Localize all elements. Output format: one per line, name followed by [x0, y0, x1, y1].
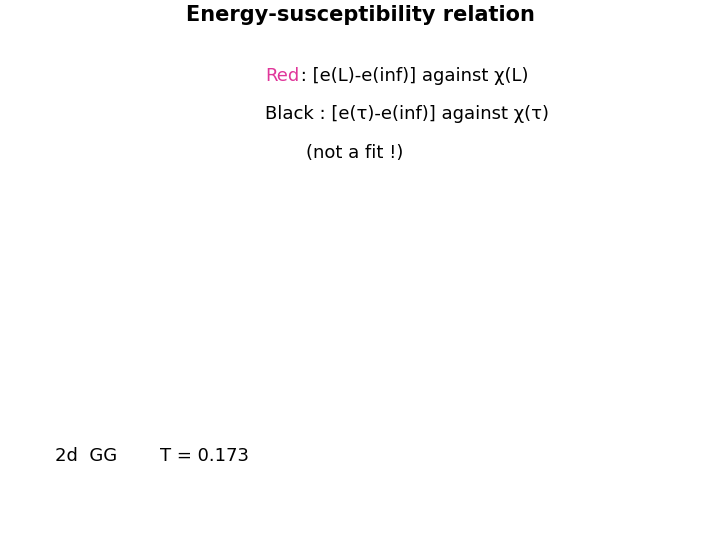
Text: 2d  GG: 2d GG: [55, 447, 117, 465]
Text: (not a fit !): (not a fit !): [306, 144, 404, 162]
Text: Red: Red: [265, 67, 300, 85]
Text: Black : [e(τ)-e(inf)] against χ(τ): Black : [e(τ)-e(inf)] against χ(τ): [265, 105, 549, 123]
Text: : [e(L)-e(inf)] against χ(L): : [e(L)-e(inf)] against χ(L): [295, 67, 528, 85]
Text: T = 0.173: T = 0.173: [160, 447, 249, 465]
Text: Energy-susceptibility relation: Energy-susceptibility relation: [186, 5, 534, 25]
